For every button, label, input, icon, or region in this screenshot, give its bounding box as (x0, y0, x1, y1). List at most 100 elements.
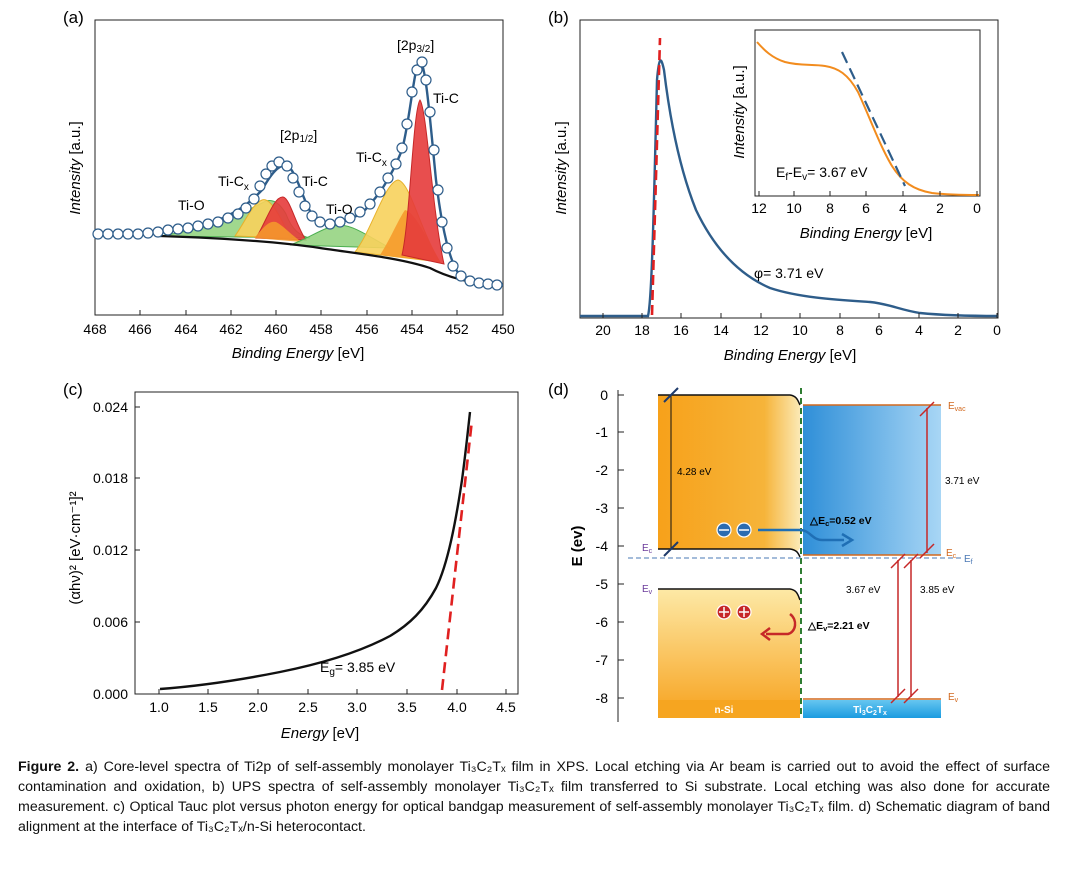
caption-lead: Figure 2. (18, 759, 80, 775)
svg-text:0: 0 (973, 200, 981, 216)
svg-text:0.000: 0.000 (93, 686, 128, 702)
arrow-367-cap-bottom (890, 688, 906, 704)
svg-text:0: 0 (993, 322, 1001, 338)
svg-text:464: 464 (174, 321, 198, 337)
svg-text:456: 456 (355, 321, 379, 337)
label-428: 4.28 eV (677, 467, 712, 478)
ann-ti-cx-left: Ti-Cx (218, 173, 249, 193)
inset-ylabel: Intensity [a.u.] (731, 65, 748, 158)
svg-text:10: 10 (786, 200, 802, 216)
svg-text:20: 20 (595, 322, 611, 338)
svg-text:-8: -8 (596, 690, 609, 706)
nsi-valence-block (658, 589, 800, 718)
panel-d-label: (d) (548, 380, 569, 399)
ann-ti-c-right: Ti-C (433, 90, 459, 106)
panel-a: (a) [2p3/2] (63, 8, 515, 362)
svg-text:1.0: 1.0 (149, 699, 169, 715)
svg-text:2: 2 (936, 200, 944, 216)
ann-2p12: [2p1/2] (280, 127, 317, 145)
panel-a-ticks (94, 310, 504, 315)
caption-text: a) Core-level spectra of Ti2p of self-as… (18, 759, 1050, 835)
panel-c-frame (134, 391, 519, 695)
svg-text:16: 16 (673, 322, 689, 338)
ups-cutoff-fit (650, 37, 662, 316)
vacuum-level-si (658, 394, 801, 406)
svg-text:18: 18 (634, 322, 650, 338)
panel-a-baseline (159, 234, 501, 288)
ups-spectrum-line (580, 59, 999, 318)
arrow-371-cap-bottom (919, 543, 935, 559)
ev-label-ti: Ev (948, 692, 959, 704)
svg-text:10: 10 (792, 322, 808, 338)
figure-canvas: (a) [2p3/2] (63, 8, 1001, 742)
svg-text:8: 8 (826, 200, 834, 216)
panel-a-xlabel: Binding Energy [eV] (232, 345, 365, 362)
svg-text:12: 12 (753, 322, 769, 338)
panel-d-ylabel: E (ev) (569, 526, 586, 567)
nsi-label: n-Si (715, 705, 734, 716)
svg-text:0.012: 0.012 (93, 542, 128, 558)
ec-line-si (658, 548, 801, 558)
svg-text:3.5: 3.5 (397, 699, 417, 715)
svg-text:-5: -5 (596, 576, 609, 592)
ann-ti-c-left: Ti-C (302, 173, 328, 189)
electron-flow-arrow (758, 528, 844, 542)
svg-text:4: 4 (899, 200, 907, 216)
evac-label: Evac (948, 401, 966, 413)
svg-text:4: 4 (915, 322, 923, 338)
svg-text:3.0: 3.0 (347, 699, 367, 715)
label-385: 3.85 eV (920, 585, 955, 596)
inset-fit-line (841, 51, 906, 187)
svg-text:1.5: 1.5 (198, 699, 218, 715)
panel-c-ytick-labels: 0.024 0.018 0.012 0.006 0.000 (93, 399, 128, 702)
panel-c-ylabel: (αhν)² [eV·cm⁻¹]² (67, 491, 84, 604)
ti-c-peak-right (401, 99, 445, 265)
inset-xlabel: Binding Energy [eV] (800, 225, 933, 242)
svg-text:-6: -6 (596, 614, 609, 630)
ti3c2tx-label: Ti3C2Tx (853, 705, 887, 717)
svg-text:-7: -7 (596, 652, 609, 668)
panel-b-ticks (602, 313, 998, 318)
ef-label: Ef (964, 554, 973, 566)
figure-caption: Figure 2. a) Core-level spectra of Ti2p o… (18, 757, 1050, 837)
arrow-385-cap-bottom (903, 688, 919, 704)
arrow-367-cap-top (890, 553, 906, 569)
inset-xtick-labels: 12 10 8 6 4 2 0 (751, 200, 981, 216)
ann-ti-o-left: Ti-O (178, 197, 205, 213)
panel-c-xlabel: Energy [eV] (281, 725, 359, 742)
svg-text:460: 460 (264, 321, 288, 337)
hole-arrowhead (759, 627, 771, 641)
svg-text:-3: -3 (596, 500, 609, 516)
ann-ti-cx-right: Ti-Cx (356, 149, 387, 169)
svg-text:0.018: 0.018 (93, 470, 128, 486)
svg-text:6: 6 (862, 200, 870, 216)
svg-text:2: 2 (954, 322, 962, 338)
inset-spectrum-line (756, 41, 980, 196)
inset-ticks (758, 191, 978, 196)
ec-label-si: Ec (642, 543, 653, 555)
ec-label-ti: Ec (946, 548, 957, 560)
svg-text:4.5: 4.5 (496, 699, 516, 715)
svg-text:14: 14 (713, 322, 729, 338)
svg-text:2.0: 2.0 (248, 699, 268, 715)
svg-text:462: 462 (219, 321, 243, 337)
panel-d-ticks (618, 394, 624, 699)
panel-c-xtick-labels: 1.0 1.5 2.0 2.5 3.0 3.5 4.0 4.5 (149, 699, 516, 715)
ti3c2tx-bar (803, 700, 941, 718)
arrow-385-cap-top (903, 553, 919, 569)
svg-text:450: 450 (491, 321, 515, 337)
svg-text:452: 452 (445, 321, 469, 337)
delta-ec-label: △Ec=0.52 eV (809, 515, 872, 528)
svg-text:-2: -2 (596, 462, 609, 478)
panel-c-label: (c) (63, 380, 83, 399)
panel-c-ticks (135, 406, 507, 695)
label-367: 3.67 eV (846, 585, 881, 596)
panel-b-frame (579, 19, 999, 319)
panel-a-frame (94, 19, 504, 316)
electron-arrowhead (841, 532, 855, 548)
svg-text:454: 454 (400, 321, 424, 337)
svg-text:-4: -4 (596, 538, 609, 554)
ev-line-si (658, 588, 801, 601)
ann-2p32: [2p3/2] (397, 37, 434, 55)
